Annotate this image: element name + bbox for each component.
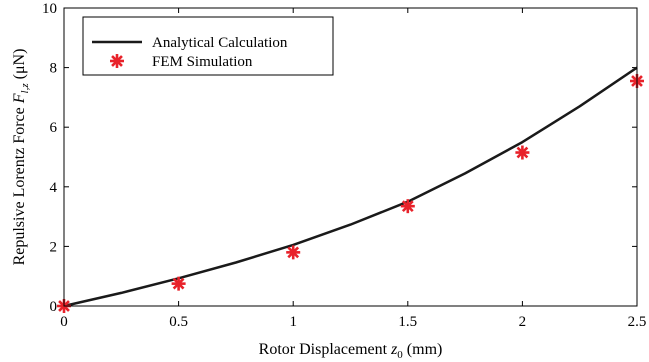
- legend-label-analytical: Analytical Calculation: [152, 35, 288, 51]
- analytical-line: [63, 66, 638, 308]
- x-axis-label-post: (mm): [403, 341, 443, 358]
- y-tick-label: 6: [50, 120, 58, 136]
- series-layer: [57, 66, 644, 313]
- x-tick-label: 0: [60, 314, 68, 330]
- y-axis-label: Repulsive Lorentz Force Fl,z (μN): [11, 49, 31, 266]
- legend-box: [82, 16, 334, 76]
- y-axis-label-post: (μN): [11, 49, 28, 84]
- x-tick-label: 2: [519, 314, 527, 330]
- y-axis-label-sub: l,z: [19, 83, 31, 94]
- x-axis-label: Rotor Displacement z0 (mm): [259, 341, 443, 361]
- x-axis-label-sub: 0: [397, 349, 403, 361]
- fem-point: [286, 245, 301, 260]
- x-tick-label: 0.5: [169, 314, 188, 330]
- x-tick-label: 1: [289, 314, 297, 330]
- y-axis-label-var: F: [11, 93, 28, 104]
- ticks-layer: 0 0.5 1 1.5 2 2.5 0 2 4 6 8 10: [42, 1, 646, 330]
- x-axis-label-pre: Rotor Displacement: [259, 341, 391, 358]
- legend-label-fem: FEM Simulation: [152, 54, 253, 70]
- x-tick-label: 1.5: [398, 314, 417, 330]
- legend-fem-marker: [110, 54, 124, 68]
- y-tick-label: 4: [50, 180, 58, 196]
- fem-point: [400, 199, 415, 214]
- plot-frame: [63, 7, 638, 307]
- y-axis-label-pre: Repulsive Lorentz Force: [11, 103, 28, 265]
- x-axis-label-var: z: [390, 341, 398, 358]
- legend: Analytical Calculation FEM Simulation: [82, 16, 334, 76]
- y-tick-label: 8: [50, 61, 58, 77]
- y-tick-label: 0: [50, 299, 58, 315]
- y-tick-label: 10: [42, 1, 57, 17]
- legend-marker-sample: [110, 54, 124, 68]
- fem-point: [171, 276, 186, 291]
- y-tick-label: 2: [50, 239, 58, 255]
- x-tick-label: 2.5: [628, 314, 647, 330]
- fem-point: [515, 145, 530, 160]
